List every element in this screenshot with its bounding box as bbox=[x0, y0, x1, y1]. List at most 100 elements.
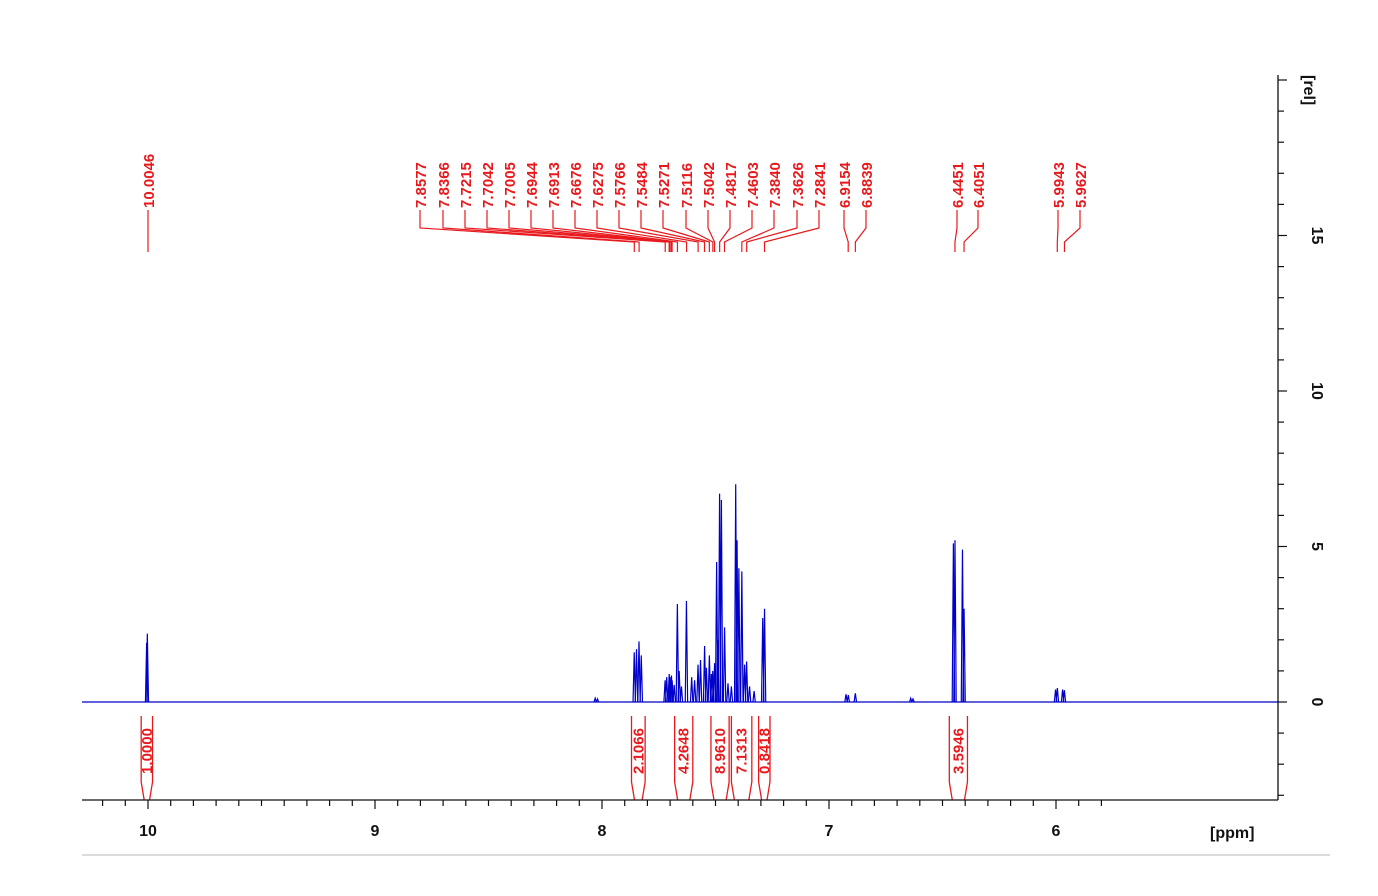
spectrum-peak bbox=[684, 600, 689, 703]
spectrum-trace bbox=[82, 484, 1278, 703]
x-tick-label: 10 bbox=[139, 823, 157, 840]
peak-connector bbox=[746, 210, 798, 252]
peak-connector bbox=[843, 210, 849, 252]
peak-label: 7.4603 bbox=[745, 162, 762, 208]
x-tick-label: 8 bbox=[598, 823, 607, 840]
x-axis-label: [ppm] bbox=[1210, 825, 1254, 842]
integral-value: 4.2648 bbox=[676, 728, 693, 774]
spectrum-peak bbox=[692, 680, 697, 703]
peak-connector bbox=[508, 210, 671, 252]
spectrum-peak bbox=[667, 673, 671, 703]
integral-value: 0.8418 bbox=[756, 728, 773, 774]
peak-label: 7.6676 bbox=[568, 162, 585, 208]
peak-connector bbox=[552, 210, 673, 252]
peak-label: 7.7005 bbox=[502, 162, 519, 208]
integral-value: 7.1313 bbox=[734, 728, 751, 774]
y-axis-label: [rel] bbox=[1300, 75, 1317, 105]
peak-label: 6.8839 bbox=[859, 162, 876, 208]
spectrum-peak bbox=[953, 540, 957, 703]
peak-label: 5.9943 bbox=[1051, 162, 1068, 208]
integral-bracket-left bbox=[730, 716, 736, 801]
y-tick-label: 15 bbox=[1308, 227, 1325, 245]
y-tick-label: 0 bbox=[1308, 698, 1325, 707]
integral-bracket-right bbox=[689, 716, 694, 801]
x-tick-label: 7 bbox=[825, 823, 834, 840]
peak-label: 7.6275 bbox=[590, 162, 607, 208]
peak-connector bbox=[719, 210, 731, 252]
spectrum-peak bbox=[911, 697, 915, 703]
spectrum-peak bbox=[740, 571, 744, 703]
spectrum-peak bbox=[737, 568, 741, 703]
spectrum-peak bbox=[908, 696, 913, 703]
spectrum-peak bbox=[747, 686, 752, 703]
peak-label: 6.4451 bbox=[950, 162, 967, 208]
spectrum-peak bbox=[853, 693, 858, 703]
spectrum-peak bbox=[707, 655, 712, 703]
peak-label: 7.5484 bbox=[634, 161, 651, 208]
spectrum-peak bbox=[637, 641, 641, 703]
integral-bracket-left bbox=[948, 716, 953, 801]
peak-label: 6.4051 bbox=[971, 162, 988, 208]
spectrum-peak bbox=[726, 683, 730, 703]
peak-label: 7.3626 bbox=[790, 162, 807, 208]
spectrum-peak bbox=[595, 697, 600, 703]
peak-connector bbox=[464, 210, 666, 252]
integral-bracket-left bbox=[673, 716, 679, 801]
peak-connector bbox=[486, 210, 670, 252]
y-tick-label: 5 bbox=[1308, 542, 1325, 551]
integral-bracket-right bbox=[963, 716, 969, 801]
peak-label: 7.5766 bbox=[612, 162, 629, 208]
peak-connector bbox=[530, 210, 672, 252]
spectrum-peak bbox=[639, 655, 644, 703]
integral-value: 8.9610 bbox=[712, 728, 729, 774]
peak-connector bbox=[574, 210, 679, 252]
peak-label: 5.9627 bbox=[1073, 162, 1090, 208]
spectrum-peak bbox=[962, 608, 966, 703]
integral-bracket-right bbox=[725, 716, 730, 801]
peak-connector bbox=[596, 210, 688, 252]
peak-connector bbox=[618, 210, 699, 252]
peak-label: 7.7215 bbox=[458, 162, 475, 208]
peak-connector bbox=[707, 210, 716, 252]
y-tick-label: 10 bbox=[1308, 382, 1325, 400]
integral-bracket-right bbox=[148, 716, 154, 801]
spectrum-peak bbox=[677, 670, 681, 703]
peak-connector bbox=[1056, 210, 1059, 252]
spectrum-peak bbox=[145, 633, 150, 703]
spectrum-peak bbox=[593, 696, 597, 703]
peak-label: 7.6913 bbox=[546, 162, 563, 208]
spectrum-peak bbox=[689, 677, 694, 703]
spectrum-peak bbox=[675, 604, 680, 703]
integral-value: 3.5946 bbox=[950, 728, 967, 774]
spectrum-peak bbox=[846, 695, 851, 703]
peak-label: 7.8577 bbox=[413, 162, 430, 208]
integral-bracket-left bbox=[140, 716, 145, 801]
peak-label: 7.3840 bbox=[767, 162, 784, 208]
integral-bracket-right bbox=[641, 716, 646, 801]
peak-label: 7.5116 bbox=[679, 163, 696, 208]
spectrum-peak bbox=[704, 667, 709, 703]
spectrum-peak bbox=[698, 659, 703, 703]
peak-label: 7.2841 bbox=[812, 162, 829, 208]
x-axis: 10 9 8 7 6 bbox=[82, 799, 1278, 840]
peak-label: 10.0046 bbox=[141, 154, 158, 208]
peak-connector bbox=[963, 210, 979, 252]
integral-value: 2.1066 bbox=[630, 728, 647, 774]
spectrum-peak bbox=[762, 608, 767, 703]
peak-label: 7.8366 bbox=[436, 162, 453, 208]
spectrum-peak bbox=[752, 691, 756, 703]
integral-value: 1.0000 bbox=[139, 728, 156, 774]
spectrum-peak bbox=[1062, 690, 1067, 703]
spectrum-peak bbox=[729, 686, 734, 703]
peak-connector bbox=[685, 210, 714, 252]
peak-label: 7.5271 bbox=[656, 162, 673, 208]
peak-connector bbox=[763, 210, 820, 252]
peak-connector bbox=[442, 210, 640, 252]
peak-connector bbox=[1063, 210, 1081, 252]
spectrum-peak bbox=[632, 652, 637, 703]
peak-connector bbox=[419, 210, 635, 252]
spectrum-peak bbox=[1055, 687, 1060, 703]
peak-label: 7.5042 bbox=[701, 162, 718, 208]
spectrum-peak bbox=[664, 677, 669, 703]
